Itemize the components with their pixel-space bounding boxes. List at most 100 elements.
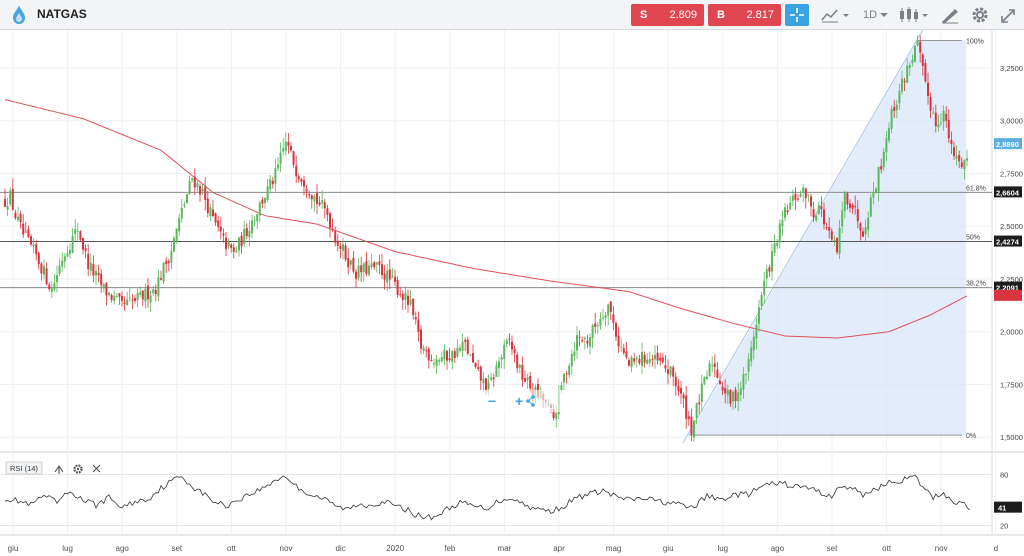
x-tick-label: giu	[663, 544, 674, 553]
candle-body	[651, 359, 654, 361]
candle	[186, 193, 188, 204]
candle-body	[771, 251, 773, 272]
candle	[456, 339, 459, 359]
candle	[69, 243, 71, 259]
candle-body	[594, 323, 597, 327]
candle	[292, 150, 295, 168]
x-tick-label: set	[171, 544, 182, 553]
candle	[945, 106, 948, 128]
chart-type-icon[interactable]	[820, 6, 850, 24]
candle	[238, 236, 240, 257]
ma-price-tag	[994, 289, 1022, 301]
candle	[386, 263, 389, 291]
candle-body	[643, 354, 646, 363]
candle	[810, 193, 812, 217]
draw-icon[interactable]	[940, 6, 960, 24]
candle	[516, 351, 519, 374]
candle-body	[760, 295, 763, 307]
candle	[586, 334, 589, 349]
candle	[565, 370, 568, 384]
x-tick-label: dic	[335, 544, 345, 553]
candle	[84, 244, 87, 259]
candle	[843, 190, 846, 219]
candle-body	[482, 378, 485, 384]
zoom-in-button[interactable]: +	[515, 393, 523, 409]
candle	[492, 373, 495, 387]
candle-body	[87, 253, 90, 270]
candle	[417, 311, 420, 342]
candle-body	[750, 347, 753, 362]
candle-body	[456, 347, 459, 357]
candle	[87, 244, 90, 277]
gear-icon[interactable]	[971, 6, 989, 24]
candle-body	[576, 335, 578, 351]
candle	[885, 130, 888, 162]
candle	[310, 194, 313, 209]
close-icon[interactable]	[92, 464, 101, 473]
candle	[960, 157, 963, 169]
candle-body	[794, 193, 797, 200]
sell-price: 2.809	[669, 9, 697, 21]
candle-body	[152, 289, 155, 294]
candle	[942, 104, 945, 131]
zoom-controls-bg	[478, 390, 568, 412]
candle-body	[279, 152, 282, 164]
candle-body	[323, 202, 326, 209]
candle	[890, 105, 893, 134]
price-chart[interactable]: giu lug ago set ott nov dic 2020 feb mar apr mag giu…	[0, 30, 1024, 556]
candle	[438, 358, 441, 366]
candle-body	[453, 351, 456, 359]
candle	[724, 379, 727, 404]
candle-body	[183, 204, 186, 206]
share-icon[interactable]	[526, 395, 535, 407]
candle-body	[758, 307, 760, 324]
candle	[162, 261, 165, 285]
candle	[927, 72, 929, 105]
candle-body	[630, 357, 633, 367]
candle	[677, 379, 680, 397]
sell-button[interactable]: S 2.809	[631, 4, 704, 26]
buy-button[interactable]: B 2.817	[708, 4, 781, 26]
candle-body	[607, 304, 610, 316]
candle	[877, 166, 880, 202]
rsi-panel: 80 20 41	[0, 471, 1022, 531]
candles-icon[interactable]	[897, 6, 929, 24]
fullscreen-icon[interactable]	[1000, 6, 1016, 24]
crosshair-button[interactable]	[785, 4, 809, 26]
candle	[490, 372, 493, 382]
candle-body	[513, 348, 516, 353]
candle-body	[357, 265, 360, 278]
candle-body	[721, 386, 724, 391]
candle	[256, 213, 259, 230]
candle-body	[789, 202, 792, 210]
candle-body	[102, 284, 105, 289]
gear-icon[interactable]	[73, 464, 83, 474]
candle-body	[365, 261, 368, 274]
candle	[451, 349, 454, 370]
candle-body	[459, 347, 461, 351]
candle-body	[43, 266, 45, 275]
candle	[604, 311, 607, 327]
candle	[154, 284, 157, 302]
x-tick-label: mag	[606, 544, 622, 553]
candle-body	[581, 340, 584, 342]
candle-body	[284, 141, 287, 151]
timeframe-select[interactable]: 1D	[861, 6, 889, 24]
candle-body	[672, 367, 675, 377]
candle-body	[638, 359, 641, 364]
candle	[141, 290, 144, 306]
candle-body	[63, 256, 66, 262]
level-price-label: 2,4274	[996, 238, 1020, 247]
candle	[698, 394, 701, 414]
arrow-up-icon[interactable]	[54, 465, 64, 474]
candle	[407, 289, 409, 313]
candle	[937, 114, 940, 132]
horizontal-level: 61.8% 2,6604	[0, 185, 1022, 198]
fibonacci-retracement: 0% 100%	[682, 30, 984, 444]
zoom-out-button[interactable]: −	[488, 393, 496, 409]
candle	[43, 259, 45, 280]
candle	[859, 221, 862, 241]
candle	[940, 112, 942, 126]
candle	[144, 283, 147, 309]
candle-body	[258, 202, 261, 216]
